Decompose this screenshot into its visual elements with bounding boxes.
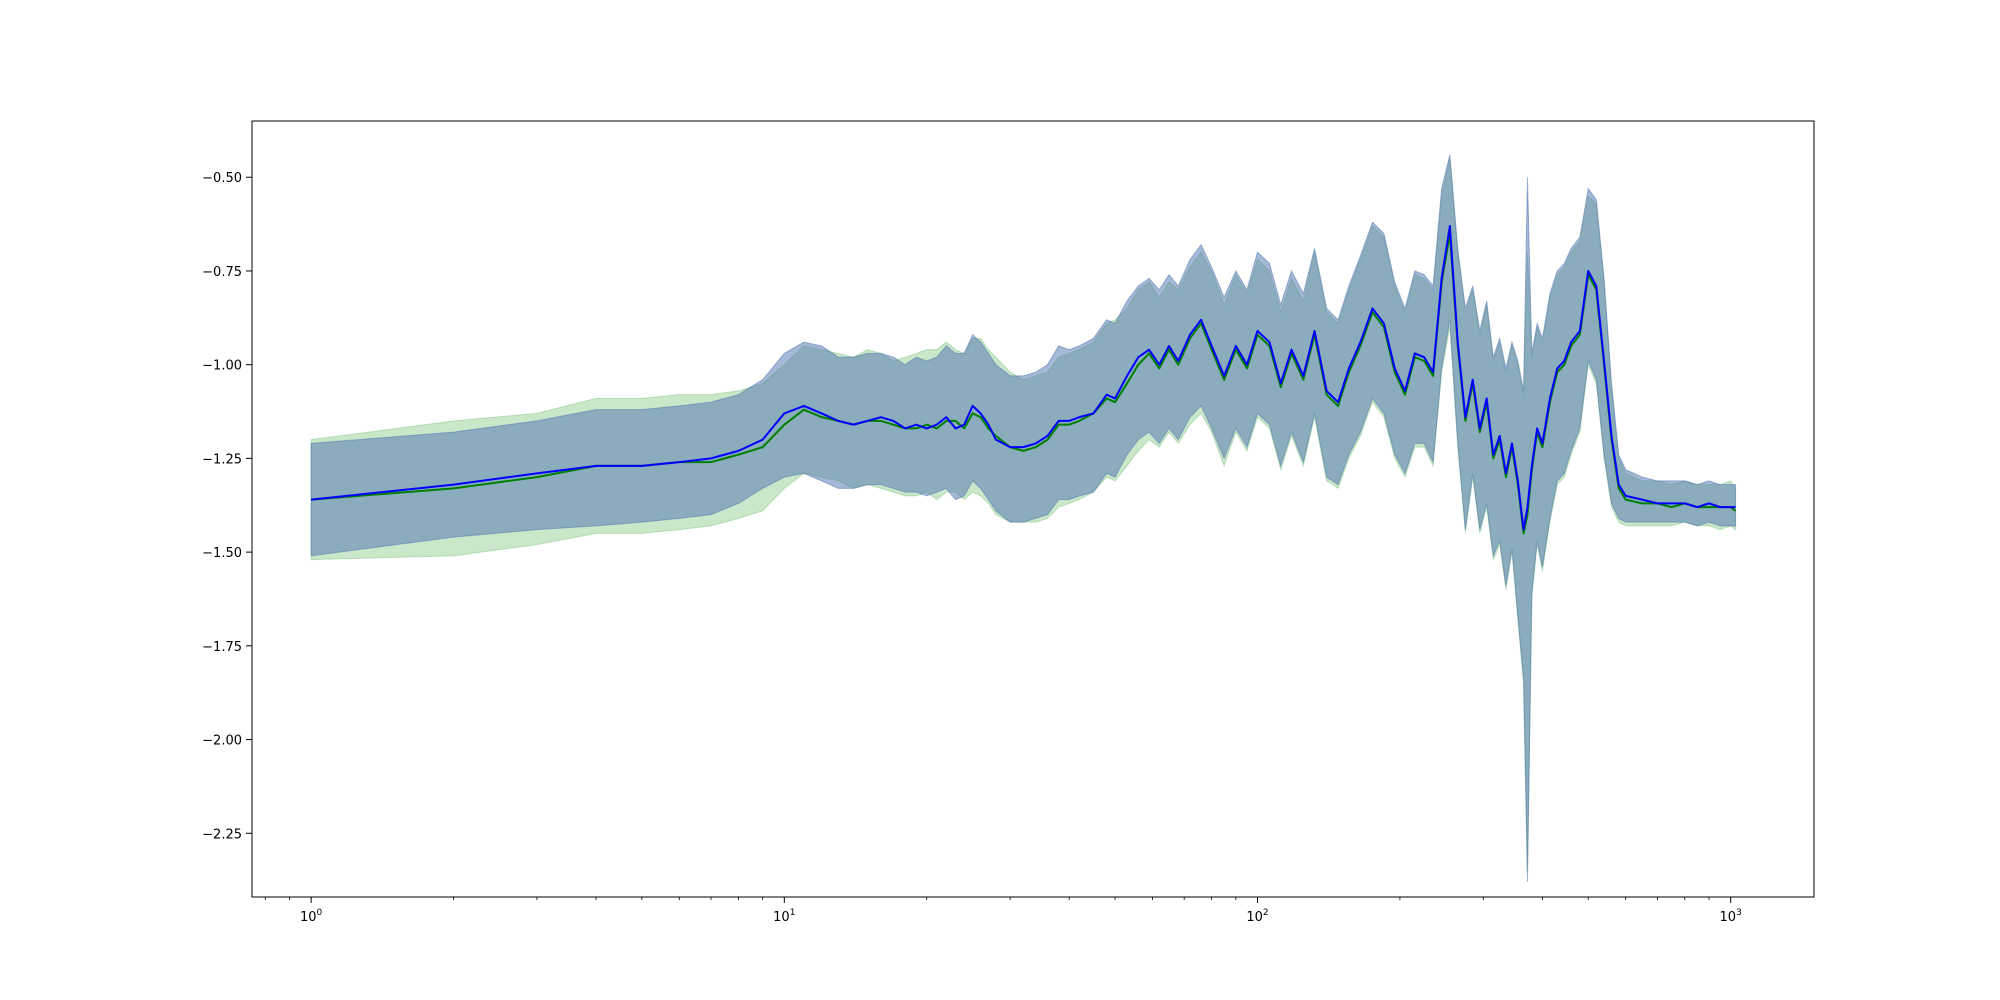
- series-lines: [311, 224, 1737, 535]
- x-axis: 100 101 102 103: [264, 897, 1742, 925]
- y-tick-label: −0.50: [202, 171, 242, 186]
- y-tick-label: −1.50: [202, 546, 242, 561]
- series-2-line: [311, 224, 1736, 531]
- y-tick-label: −1.75: [202, 640, 242, 655]
- series-2-band: [310, 154, 1737, 883]
- y-tick-label: −2.25: [202, 827, 242, 842]
- y-tick-label: −2.00: [202, 734, 242, 749]
- x-tick-label: 101: [773, 908, 795, 925]
- x-tick-label: 103: [1720, 908, 1742, 925]
- y-tick-label: −1.00: [202, 359, 242, 374]
- x-tick-label: 102: [1246, 908, 1268, 925]
- plot-area-frame: [251, 120, 1815, 898]
- y-tick-label: −0.75: [202, 265, 242, 280]
- x-tick-label: 100: [300, 908, 323, 925]
- y-tick-label: −1.25: [202, 452, 242, 467]
- y-axis: −0.50 −0.75 −1.00 −1.25 −1.50 −1.75 −2.00 −2.25: [202, 171, 252, 842]
- confidence-bands: [310, 154, 1737, 883]
